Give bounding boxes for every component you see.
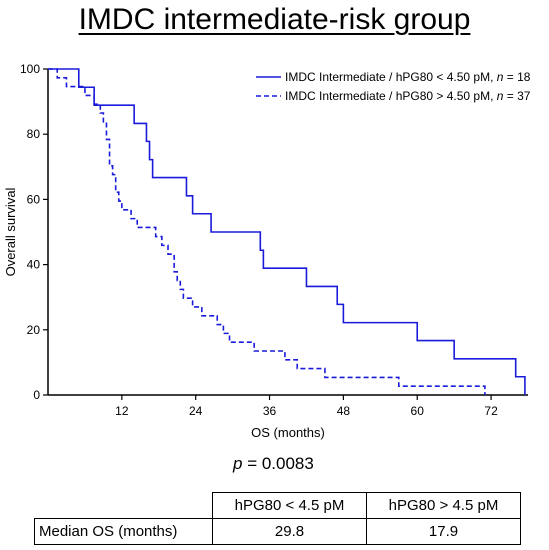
table-corner-cell [35,493,213,519]
y-tick-label: 0 [33,388,40,402]
km-curve-2 [48,68,486,395]
y-tick-label: 80 [27,127,41,141]
legend: IMDC Intermediate / hPG80 < 4.50 pM, n =… [256,70,531,103]
table-row-label: Median OS (months) [34,518,213,545]
table-row: Median OS (months) 29.8 17.9 [34,518,521,545]
y-tick-label: 60 [27,192,41,206]
table-header-cell: hPG80 < 4.5 pM [212,492,367,519]
chart-title: IMDC intermediate-risk group [78,3,471,36]
x-tick-label: 72 [484,404,498,418]
y-axis-label: Overall survival [3,187,18,276]
median-os-table: hPG80 < 4.5 pM hPG80 > 4.5 pM Median OS … [34,492,521,545]
x-axis-label: OS (months) [251,425,325,440]
legend-label: IMDC Intermediate / hPG80 > 4.50 pM, n =… [285,89,531,103]
table-cell: 29.8 [212,518,367,545]
survival-curves [48,68,526,395]
x-tick-label: 24 [189,404,203,418]
y-tick-label: 100 [20,62,40,76]
x-tick-label: 12 [115,404,129,418]
x-tick-label: 36 [263,404,277,418]
p-value: p = 0.0083 [233,453,314,475]
axes: 0 20 40 60 80 100 12 24 36 48 60 72 [20,62,528,418]
table-header-row: hPG80 < 4.5 pM hPG80 > 4.5 pM [35,492,521,519]
legend-label: IMDC Intermediate / hPG80 < 4.50 pM, n =… [285,70,531,84]
x-tick-label: 48 [337,404,351,418]
p-value-symbol: p [233,454,243,473]
km-curve-1 [48,68,526,395]
table-header-cell: hPG80 > 4.5 pM [366,492,521,519]
p-value-text: = 0.0083 [242,454,314,473]
x-tick-label: 60 [411,404,425,418]
km-plot: 0 20 40 60 80 100 12 24 36 48 60 72 IMDC Intermedia… [3,62,531,440]
y-tick-label: 20 [27,323,41,337]
table-cell: 17.9 [366,518,521,545]
y-tick-label: 40 [27,258,41,272]
